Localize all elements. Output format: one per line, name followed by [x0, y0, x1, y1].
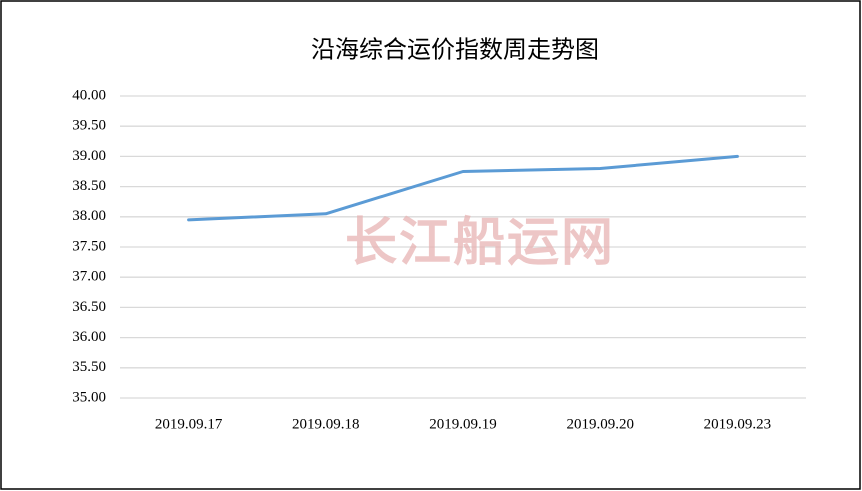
y-tick-label: 36.00 — [72, 329, 106, 345]
y-tick-label: 37.50 — [72, 238, 106, 254]
y-tick-label: 38.50 — [72, 178, 106, 194]
x-tick-label: 2019.09.23 — [704, 416, 772, 432]
y-tick-label: 39.00 — [72, 148, 106, 164]
chart-title: 沿海综合运价指数周走势图 — [311, 37, 599, 64]
x-tick-label: 2019.09.18 — [292, 416, 360, 432]
y-tick-label: 37.00 — [72, 269, 106, 285]
x-tick-label: 2019.09.20 — [566, 416, 634, 432]
watermark: 长江船运网 — [345, 214, 615, 272]
y-tick-label: 38.00 — [72, 208, 106, 224]
y-tick-label: 35.00 — [72, 389, 106, 405]
x-tick-label: 2019.09.17 — [155, 416, 223, 432]
y-tick-label: 35.50 — [72, 359, 106, 375]
y-tick-label: 39.50 — [72, 118, 106, 134]
y-tick-label: 36.50 — [72, 299, 106, 315]
y-tick-label: 40.00 — [72, 87, 106, 103]
line-series — [187, 154, 739, 222]
x-tick-label: 2019.09.19 — [429, 416, 497, 432]
